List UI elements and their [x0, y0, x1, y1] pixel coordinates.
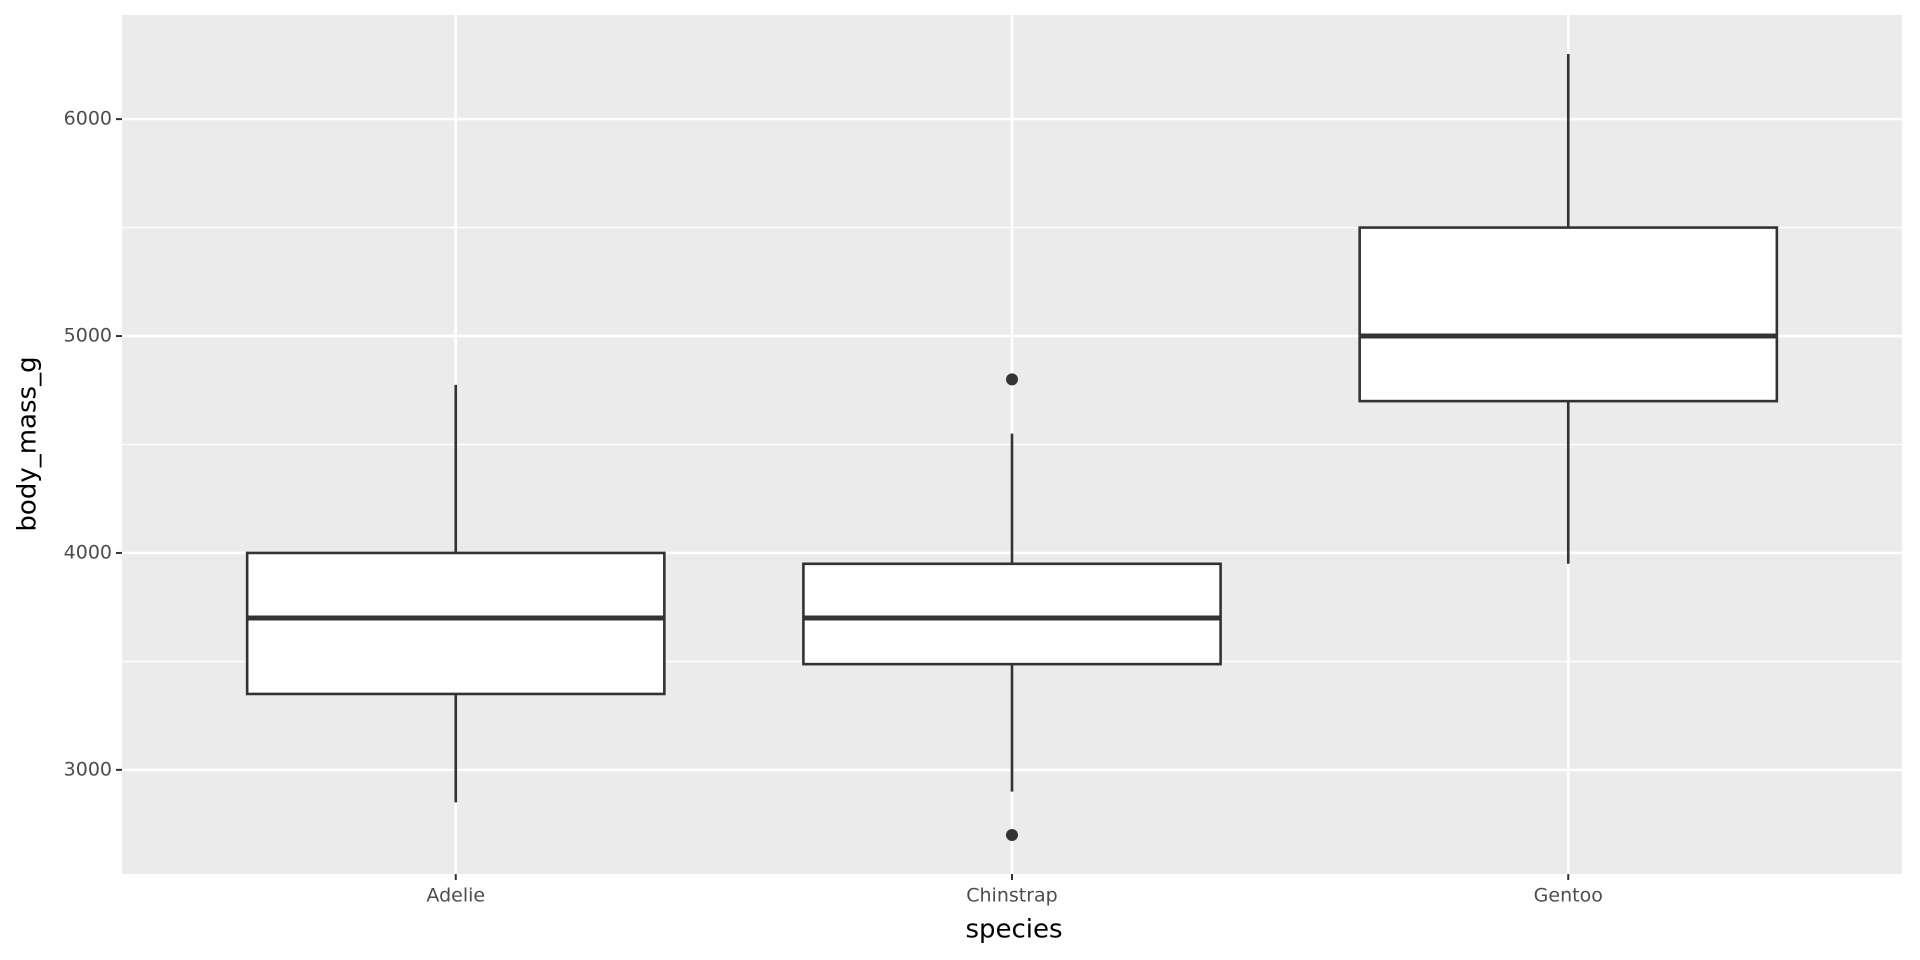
y-tick-label: 6000 — [64, 108, 112, 130]
box — [1358, 226, 1779, 403]
y-axis-title: body_mass_g — [13, 356, 43, 531]
box — [802, 562, 1222, 666]
x-tick-label: Adelie — [426, 885, 485, 907]
box — [245, 551, 666, 696]
x-tick-label: Chinstrap — [966, 885, 1058, 907]
y-tick-label: 3000 — [64, 758, 112, 780]
x-tick-label: Gentoo — [1534, 885, 1603, 907]
outlier — [1006, 828, 1018, 841]
y-tick-label: 5000 — [64, 325, 112, 347]
x-axis-title: species — [965, 915, 1062, 945]
outlier — [1006, 373, 1018, 386]
y-tick-label: 4000 — [64, 541, 112, 563]
